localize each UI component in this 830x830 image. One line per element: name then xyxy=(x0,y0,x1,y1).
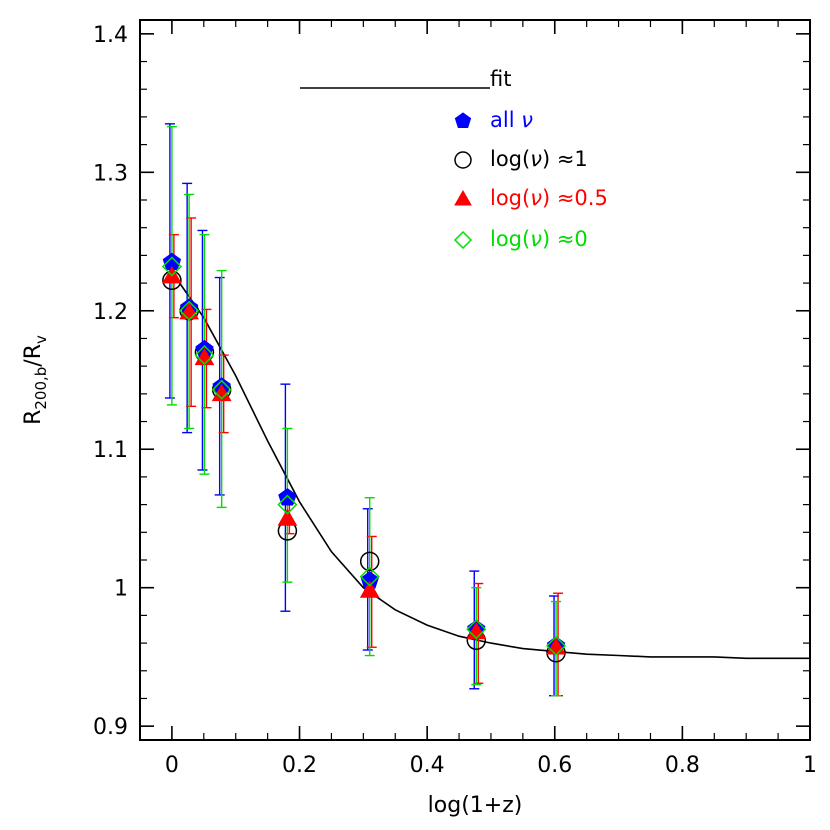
legend-label: log(ν) ≈0.5 xyxy=(490,186,608,210)
marker-triangle xyxy=(211,383,232,402)
marker-diamond xyxy=(277,494,298,515)
marker-diamond xyxy=(545,635,567,656)
x-tick-label: 0.8 xyxy=(665,753,700,778)
y-axis-title: R200,b/Rv xyxy=(21,335,50,425)
x-tick-label: 0.6 xyxy=(537,753,572,778)
marker-diamond xyxy=(194,345,215,366)
legend-label-part: ) ≈0 xyxy=(542,227,588,251)
legend-label-part: ) ≈1 xyxy=(542,147,588,171)
markers xyxy=(161,252,567,663)
y-axis-title-sub: 200,b xyxy=(32,367,50,410)
y-tick-label: 1.3 xyxy=(93,161,128,186)
marker-diamond xyxy=(211,379,232,400)
legend-label-part: log( xyxy=(490,147,530,171)
marker-pentagon xyxy=(454,112,472,128)
legend-label-part: ) ≈0.5 xyxy=(542,186,608,210)
fit-curve xyxy=(171,271,810,660)
legend-label-part: all xyxy=(490,108,521,132)
marker-circle xyxy=(359,551,380,572)
legend-fit-label: fit xyxy=(490,67,511,91)
legend-label-part: log( xyxy=(490,227,530,251)
y-tick-labels: 0.9 1 1.1 1.2 1.3 1.4 xyxy=(93,23,128,740)
y-axis-title-main: R xyxy=(21,410,46,425)
legend-label: all ν xyxy=(490,108,533,132)
legend-label-part: log( xyxy=(490,186,530,210)
legend-label: log(ν) ≈1 xyxy=(490,147,588,171)
legend-label-part: ν xyxy=(521,108,533,132)
y-tick-label: 1.2 xyxy=(93,300,128,325)
major-ticks xyxy=(140,20,811,740)
marker-triangle xyxy=(277,508,298,526)
marker-diamond xyxy=(453,230,473,250)
plot-frame xyxy=(139,19,811,741)
y-tick-label: 1.4 xyxy=(93,23,128,48)
marker-diamond xyxy=(359,566,380,587)
marker-triangle xyxy=(454,189,472,206)
marker-diamond xyxy=(161,256,182,277)
x-tick-label: 0 xyxy=(165,753,179,778)
marker-triangle xyxy=(359,580,380,598)
marker-circle xyxy=(454,151,472,169)
legend-label-part: ν xyxy=(530,147,542,171)
legend-label: log(ν) ≈0 xyxy=(490,227,588,251)
x-tick-labels: 0 0.2 0.4 0.6 0.8 1 xyxy=(165,753,817,778)
x-tick-label: 1 xyxy=(803,753,817,778)
marker-diamond xyxy=(466,619,487,640)
y-axis-title-sub2: v xyxy=(32,335,50,344)
x-tick-label: 0.2 xyxy=(282,753,317,778)
fit-curve-group xyxy=(171,271,810,660)
legend-label-part: ν xyxy=(530,186,542,210)
x-tick-label: 0.4 xyxy=(410,753,445,778)
y-tick-label: 1 xyxy=(114,577,128,602)
y-axis-title-slash: /R xyxy=(21,344,46,367)
legend-label-part: ν xyxy=(530,227,542,251)
y-tick-label: 1.1 xyxy=(93,438,128,463)
x-axis-title: log(1+z) xyxy=(428,793,523,818)
marker-diamond xyxy=(179,300,200,321)
y-tick-label: 0.9 xyxy=(93,715,128,740)
